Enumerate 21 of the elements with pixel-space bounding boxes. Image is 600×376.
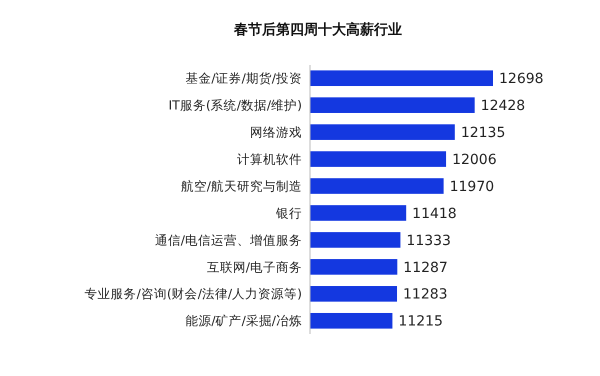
data-label: 11283 [403,286,448,303]
y-tick-label: 基金/证券/期货/投资 [185,70,302,86]
y-tick-label: 互联网/电子商务 [206,259,302,274]
y-tick-label: 计算机软件 [237,151,302,166]
data-label: 12428 [480,98,526,114]
data-label: 11215 [398,314,443,330]
data-label: 11418 [412,206,457,222]
y-tick-label: 通信/电信运营、增值服务 [154,232,302,248]
y-tick-label: 航空/航天研究与制造 [180,178,302,194]
data-label: 11287 [403,260,448,276]
data-label: 12135 [460,125,506,142]
data-label: 11970 [450,178,494,195]
y-tick-label: IT服务(系统/数据/维护) [168,98,302,113]
data-label: 12698 [499,71,544,88]
chart-title: 春节后第四周十大高薪行业 [233,21,402,38]
y-tick-label: 网络游戏 [250,124,302,140]
y-tick-label: 专业服务/咨询(财会/法律/人力资源等) [84,286,302,302]
data-label: 11333 [406,232,451,249]
y-tick-label: 能源/矿产/采掘/冶炼 [185,313,302,328]
y-tick-label: 银行 [275,205,302,220]
data-label: 12006 [452,152,497,168]
